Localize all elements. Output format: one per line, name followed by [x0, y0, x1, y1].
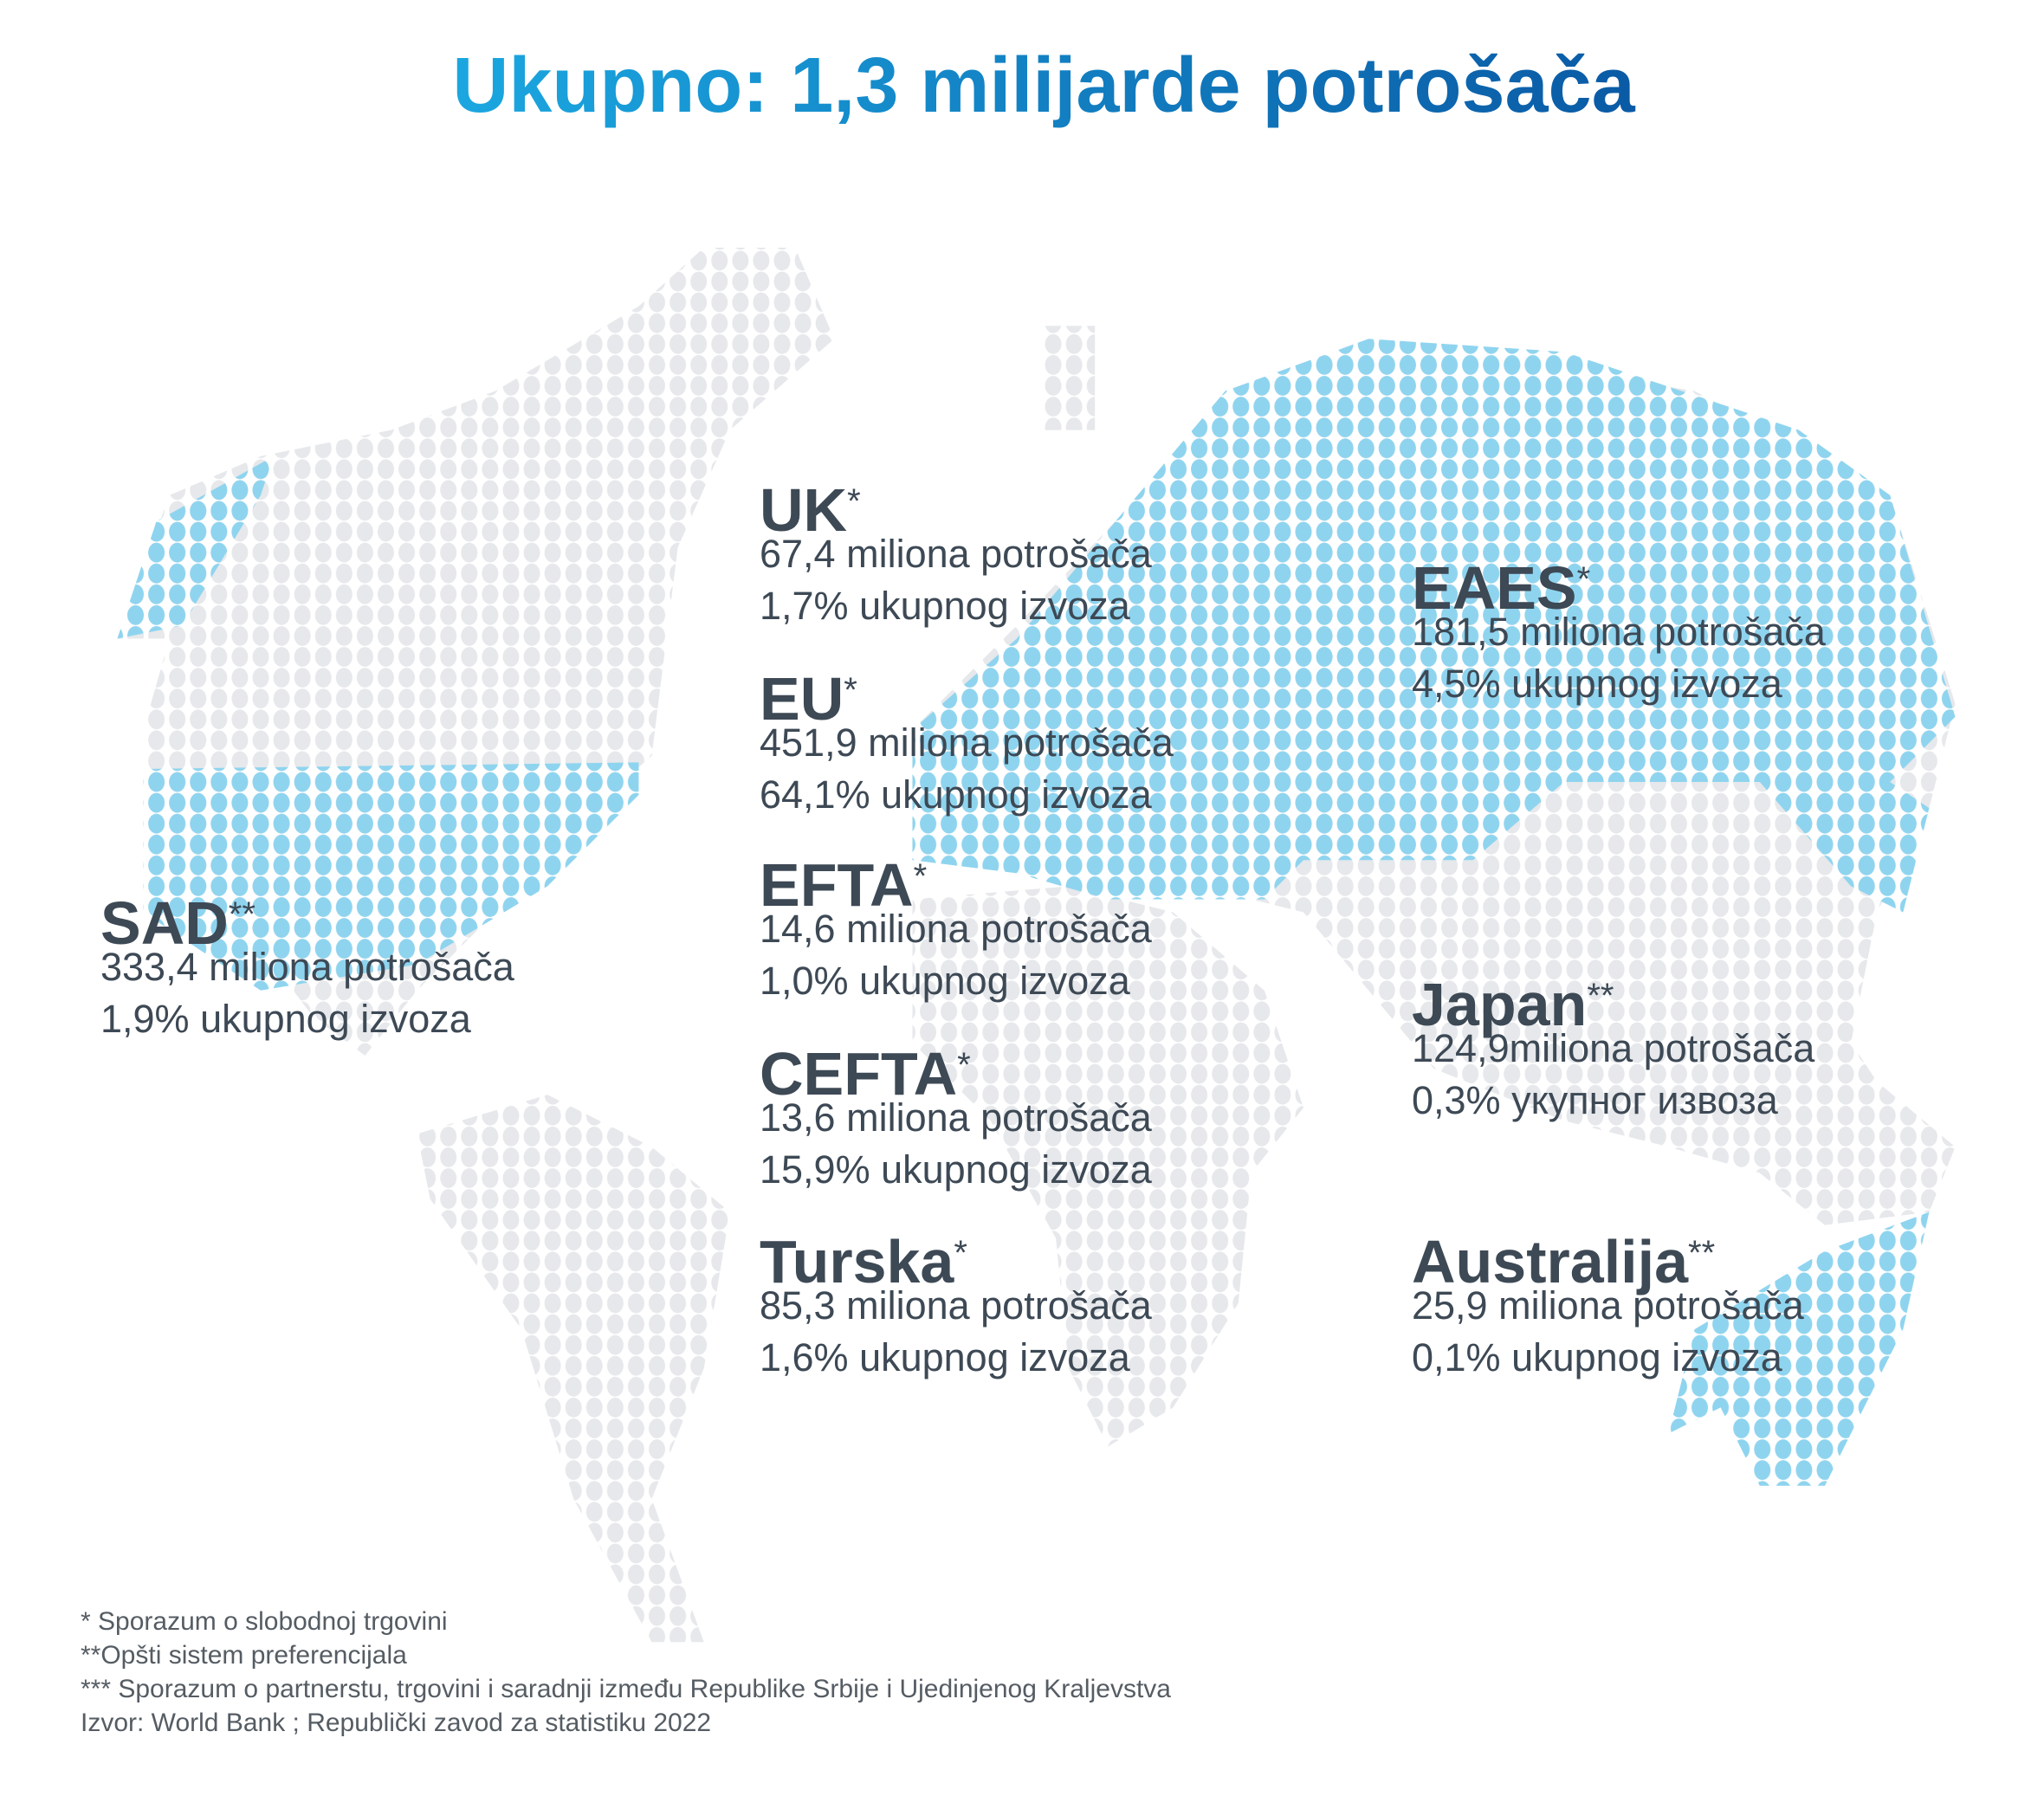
alaska-highlight — [117, 455, 275, 639]
region-name: UK* — [760, 476, 861, 544]
world-map — [117, 247, 1956, 1643]
africa — [912, 886, 1303, 1447]
region-name-text: EFTA — [760, 851, 914, 919]
region-name-text: Australija — [1412, 1228, 1689, 1295]
region-mark: * — [1577, 560, 1591, 598]
region-name: CEFTA* — [760, 1040, 971, 1108]
consumers: 124,9miliona potrošača — [1412, 1026, 1815, 1070]
region-name-text: CEFTA — [760, 1040, 957, 1108]
exports: 1,0% ukupnog izvoza — [760, 959, 1131, 1003]
exports: 0,1% ukupnog izvoza — [1412, 1335, 1783, 1379]
region-name: Australija** — [1412, 1228, 1715, 1295]
region-mark: * — [914, 857, 928, 895]
footnote: **Opšti sistem preferencijala — [81, 1641, 407, 1670]
region-name-text: Japan — [1412, 971, 1587, 1038]
region-name-text: SAD — [100, 889, 229, 957]
footnote: *** Sporazum o partnerstu, trgovini i sa… — [81, 1675, 1171, 1703]
consumers: 333,4 miliona potrošača — [100, 945, 515, 989]
south-america — [417, 1095, 730, 1643]
region-mark: * — [844, 671, 857, 709]
region-name: Japan** — [1412, 971, 1614, 1038]
footnotes: * Sporazum o slobodnoj trgovini **Opšti s… — [81, 1607, 1171, 1737]
exports: 64,1% ukupnog izvoza — [760, 772, 1153, 817]
region-name-text: Turska — [760, 1228, 954, 1295]
europe-asia-highlight — [912, 339, 1956, 913]
region-mark: * — [847, 482, 861, 520]
region-name: SAD** — [100, 889, 256, 957]
exports: 4,5% ukupnog izvoza — [1412, 662, 1783, 706]
consumers: 451,9 miliona potrošača — [760, 720, 1174, 765]
region-mark: ** — [1688, 1234, 1715, 1272]
region-name: EAES* — [1412, 554, 1590, 622]
exports: 0,3% укупног извоза — [1412, 1078, 1779, 1122]
greenland — [1043, 326, 1096, 430]
region-name-text: EAES — [1412, 554, 1577, 622]
region-name: EU* — [760, 665, 857, 733]
australia-highlight — [1668, 1211, 1930, 1486]
usa-highlight — [143, 762, 639, 991]
footnote: Izvor: World Bank ; Republički zavod za … — [81, 1709, 711, 1737]
exports: 1,6% ukupnog izvoza — [760, 1335, 1131, 1379]
region-name-text: UK — [760, 476, 847, 544]
exports: 1,9% ukupnog izvoza — [100, 997, 472, 1041]
region-name: EFTA* — [760, 851, 927, 919]
region-name: Turska* — [760, 1228, 967, 1295]
region-mark: ** — [1587, 977, 1614, 1015]
region-mark: * — [957, 1046, 971, 1084]
consumers: 14,6 miliona potrošača — [760, 907, 1153, 951]
exports: 15,9% ukupnog izvoza — [760, 1147, 1153, 1192]
consumers: 85,3 miliona potrošača — [760, 1283, 1153, 1328]
region-mark: * — [954, 1234, 967, 1272]
region-mark: ** — [229, 895, 256, 934]
consumers: 13,6 miliona potrošača — [760, 1095, 1153, 1140]
title: Ukupno: 1,3 milijarde potrošača — [452, 42, 1635, 129]
footnote: * Sporazum o slobodnoj trgovini — [81, 1607, 448, 1636]
consumers: 67,4 miliona potrošača — [760, 532, 1153, 576]
exports: 1,7% ukupnog izvoza — [760, 584, 1131, 628]
consumers: 25,9 miliona potrošača — [1412, 1283, 1805, 1328]
region-name-text: EU — [760, 665, 844, 733]
consumers: 181,5 miliona potrošača — [1412, 610, 1827, 654]
